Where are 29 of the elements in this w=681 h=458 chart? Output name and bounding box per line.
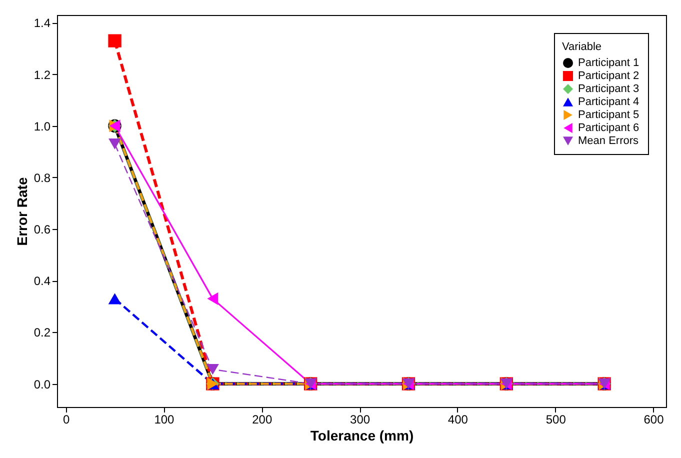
point [108,34,122,48]
point [108,138,121,150]
x-tick-label: 0 [62,412,70,426]
legend-label: Participant 1 [578,57,640,69]
x-axis-title: Tolerance (mm) [310,428,414,444]
legend-label: Participant 3 [578,83,640,95]
y-tick-label: 0.8 [34,170,51,185]
y-tick-label: 0.2 [34,326,51,340]
legend-label: Participant 4 [578,96,640,108]
x-tick-label: 500 [546,412,566,426]
legend-label: Participant 6 [578,122,640,134]
y-axis-title: Error Rate [14,177,30,246]
y-tick-label: 0.4 [34,274,51,288]
x-tick-label: 200 [252,412,272,426]
y-tick-label: 0.0 [34,377,51,392]
legend-label: Mean Errors [578,135,640,147]
point [108,293,122,304]
x-tick-label: 600 [644,412,664,426]
y-tick-label: 1.0 [34,119,51,134]
y-tick-label: 1.2 [34,68,51,82]
point [206,364,219,375]
x-tick-label: 100 [154,412,175,426]
legend-label: Participant 2 [578,70,640,82]
x-tick-label: 400 [448,412,468,426]
y-tick-label: 1.4 [34,16,51,30]
y-tick-label: 0.6 [34,222,51,237]
legend-title: Variable [562,41,602,53]
x-tick-label: 300 [350,412,370,426]
legend-label: Participant 5 [578,109,640,121]
